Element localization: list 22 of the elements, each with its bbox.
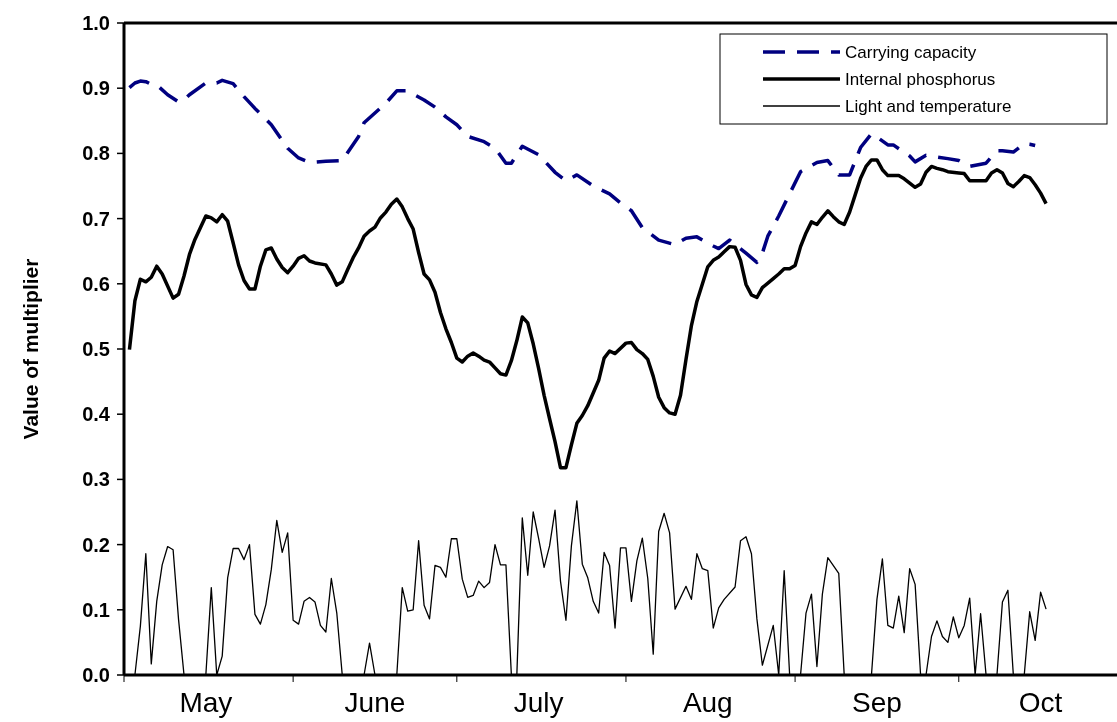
x-tick-label: Sep bbox=[852, 687, 902, 718]
line-series bbox=[127, 158, 1048, 470]
y-tick-label: 0.7 bbox=[82, 207, 110, 230]
legend-label: Light and temperature bbox=[845, 96, 1012, 116]
y-tick-label: 0.0 bbox=[82, 664, 110, 686]
legend-label: Carrying capacity bbox=[845, 42, 977, 62]
x-tick-label: Aug bbox=[682, 687, 733, 718]
y-tick-label: 0.4 bbox=[82, 403, 111, 426]
legend-label: Internal phosphorus bbox=[845, 69, 996, 89]
y-tick-label: 0.2 bbox=[82, 533, 110, 556]
x-tick-label: June bbox=[344, 687, 406, 718]
y-tick-label: 1.0 bbox=[82, 12, 110, 34]
y-tick-label: 0.8 bbox=[82, 142, 110, 165]
y-tick-label: 0.9 bbox=[82, 77, 110, 100]
y-tick-label: 0.6 bbox=[82, 272, 110, 295]
y-tick-label: 0.5 bbox=[82, 338, 110, 360]
y-tick-label: 0.1 bbox=[82, 598, 110, 621]
y-axis-title: Value of multiplier bbox=[19, 258, 42, 440]
y-tick-label: 0.3 bbox=[82, 468, 110, 491]
x-tick-label: May bbox=[179, 687, 233, 718]
x-tick-label: Oct bbox=[1018, 687, 1063, 718]
x-tick-label: July bbox=[513, 687, 564, 718]
